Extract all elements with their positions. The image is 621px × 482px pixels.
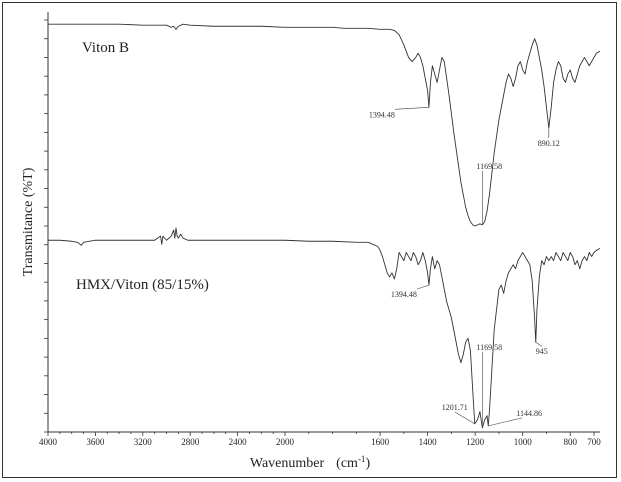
peak-label: 1394.48 [369,110,395,119]
peak-leader-line [454,411,475,425]
peak-leader-line [394,107,429,110]
x-tick-label: 2800 [181,437,200,447]
x-axis-unit-close: ) [365,456,370,471]
x-axis-unit: (cm [336,456,358,471]
series-label-hmx-viton: HMX/Viton (85/15%) [76,277,209,293]
x-axis-ticks: 4000 3600 3200 2800 2400 2000 1600 1400 1200 1000… [39,432,601,447]
spectrum-line-series-0 [48,23,601,227]
x-tick-label: 2000 [276,437,295,447]
chart-frame [2,2,617,478]
peak-leader-line [535,341,542,347]
x-tick-label: 1400 [419,437,438,447]
peak-label: 1144.86 [516,409,542,418]
y-axis-title: Transmitance (%T) [21,167,36,276]
x-tick-label: 1200 [466,437,485,447]
peak-label: 945 [536,347,548,356]
peak-leader-line [488,417,523,427]
x-tick-label: 700 [587,437,601,447]
x-tick-label: 3600 [86,437,105,447]
x-tick-label: 1000 [514,437,533,447]
x-tick-label: 800 [563,437,577,447]
peak-annotations: 1394.48 1169.58 890.12 1394.48 1169.58 945 120… [369,107,560,428]
spectrum-curves [48,23,601,429]
x-axis-title: Wavenumber (cm-1) [250,454,371,471]
x-axis-unit-superscript: -1 [358,454,366,464]
peak-label: 1201.71 [442,403,468,412]
x-tick-label: 4000 [39,437,58,447]
peak-label: 1169.58 [476,162,502,171]
peak-label: 1169.58 [476,343,502,352]
x-axis-title-text: Wavenumber [250,456,325,471]
series-label-viton-b: Viton B [82,40,129,56]
x-tick-label: 1600 [371,437,390,447]
peak-label: 1394.48 [391,290,417,299]
peak-leader-line [416,284,430,290]
spectrum-line-series-1 [48,227,601,429]
peak-label: 890.12 [538,139,560,148]
y-axis-ticks [44,19,48,433]
x-tick-label: 2400 [229,437,248,447]
x-tick-label: 3200 [134,437,153,447]
